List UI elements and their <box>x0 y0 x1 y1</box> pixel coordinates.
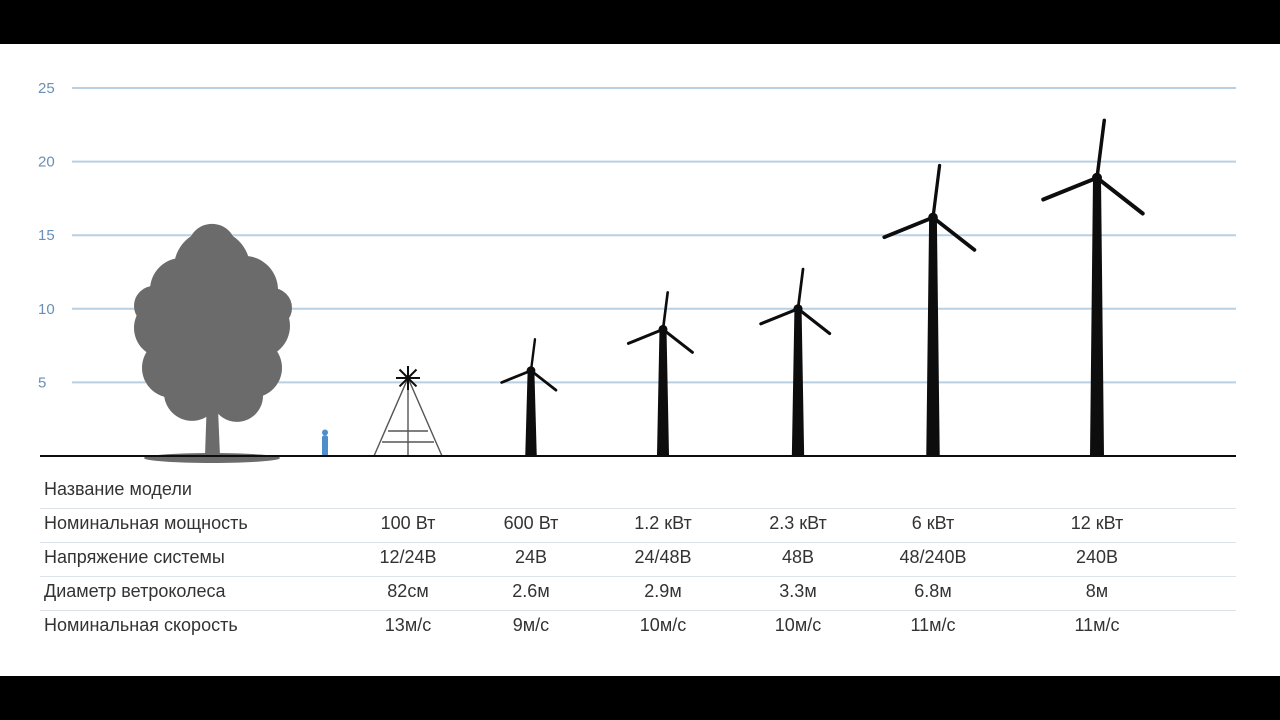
spec-cell-voltage: 240В <box>1075 547 1119 567</box>
spec-row-speed: Номинальная скорость 13м/с 9м/с 10м/с 10м/с 1… <box>0 610 1280 644</box>
row-label: Номинальная скорость <box>44 615 238 635</box>
row-separator <box>40 576 1236 577</box>
tree-foliage <box>252 287 292 328</box>
rotor-blade <box>931 163 942 220</box>
spec-cell-diameter: 8м <box>1085 581 1109 601</box>
spec-cell-voltage: 24/48В <box>634 547 692 567</box>
turbine-silhouettes <box>373 118 1145 457</box>
rotor-blade <box>796 307 832 336</box>
spec-cell-voltage: 48В <box>781 547 815 567</box>
person-head <box>322 429 328 436</box>
spec-cell-power: 12 кВт <box>1070 513 1124 533</box>
tower-pole <box>1090 177 1104 457</box>
turbine-6 <box>1041 118 1145 457</box>
spec-cell-diameter: 2.9м <box>644 581 682 601</box>
rotor-blade <box>796 267 805 311</box>
rotor-blade <box>882 215 935 240</box>
turbine-1 <box>373 365 443 457</box>
turbine-2 <box>500 338 558 456</box>
spec-cell-speed: 9м/с <box>512 615 550 635</box>
turbine-3 <box>626 291 694 456</box>
rotor-blade <box>1041 175 1099 202</box>
rotor-blade <box>529 338 537 372</box>
spec-cell-power: 6 кВт <box>911 513 955 533</box>
spec-cell-voltage: 48/240В <box>899 547 967 567</box>
spec-cell-power: 2.3 кВт <box>769 513 827 533</box>
spec-cell-speed: 11м/с <box>1074 615 1120 635</box>
row-separator <box>40 610 1236 611</box>
row-separator <box>40 542 1236 543</box>
tree-foliage <box>164 364 220 421</box>
y-tick-label: 25 <box>38 80 55 97</box>
y-tick-label: 5 <box>38 374 46 391</box>
rotor-hub <box>526 366 536 376</box>
spec-cell-voltage: 24В <box>514 547 548 567</box>
turbine-5 <box>882 163 977 456</box>
person-silhouette <box>322 429 328 456</box>
tower-pole <box>926 217 940 456</box>
tower-pole <box>791 308 805 456</box>
y-tick-label: 10 <box>38 301 55 318</box>
spec-cell-speed: 10м/с <box>774 615 822 635</box>
rotor-blade <box>398 368 409 379</box>
person-body <box>322 435 328 456</box>
turbine-height-chart: 5 10 15 20 25 <box>38 80 1236 463</box>
spec-row-diameter: Диаметр ветроколеса 82см 2.6м 2.9м 3.3м 6.8м 8… <box>0 576 1280 610</box>
row-label: Напряжение системы <box>44 547 225 567</box>
spec-row-voltage: Напряжение системы 12/24В 24В 24/48В 48В 48/2… <box>0 542 1280 576</box>
rotor-blade <box>759 307 800 326</box>
spec-cell-power: 600 Вт <box>503 513 559 533</box>
rotor-blade <box>661 327 694 354</box>
spec-table: Название модели Номинальная мощность 100 В… <box>0 44 1280 676</box>
rotor-hub <box>1092 172 1102 183</box>
rotor-hub <box>793 304 803 314</box>
y-tick-label: 20 <box>38 154 55 171</box>
rotor-blade <box>1095 175 1145 216</box>
spec-cell-speed: 13м/с <box>384 615 432 635</box>
tower-pole <box>525 370 537 456</box>
row-label: Диаметр ветроколеса <box>44 581 226 601</box>
y-tick-label: 15 <box>38 227 55 244</box>
spec-cell-speed: 10м/с <box>639 615 687 635</box>
spec-row-power: Номинальная мощность 100 Вт 600 Вт 1.2 кВт 2… <box>0 508 1280 542</box>
y-axis-tick-labels: 5 10 15 20 25 <box>38 80 55 391</box>
rotor-blade <box>529 369 558 392</box>
chart-panel: 5 10 15 20 25 Название модели Номинальная мощ… <box>0 44 1280 676</box>
rotor-blade <box>1095 118 1107 180</box>
rotor-hub <box>928 212 938 223</box>
rotor-blade <box>407 377 418 388</box>
row-label: Название модели <box>44 479 192 499</box>
tree-foliage <box>188 223 236 272</box>
rotor-hub <box>658 324 668 334</box>
turbine-4 <box>759 267 832 456</box>
rotor-blade <box>661 291 669 331</box>
row-label: Номинальная мощность <box>44 513 248 533</box>
rotor-blade <box>407 368 418 379</box>
spec-cell-speed: 11м/с <box>910 615 956 635</box>
tree-foliage <box>134 285 174 326</box>
spec-cell-diameter: 3.3м <box>779 581 817 601</box>
rotor-blade <box>500 369 533 384</box>
spec-cell-diameter: 82см <box>387 581 429 601</box>
spec-cell-diameter: 2.6м <box>512 581 550 601</box>
tower-pole <box>656 329 670 456</box>
rotor-blade <box>398 377 409 388</box>
rotor-blade <box>626 327 665 345</box>
spec-cell-voltage: 12/24В <box>379 547 437 567</box>
tree-foliage <box>211 369 263 422</box>
lattice-tower <box>373 377 443 457</box>
row-separator <box>40 508 1236 509</box>
spec-cell-power: 1.2 кВт <box>634 513 692 533</box>
spec-cell-diameter: 6.8м <box>914 581 952 601</box>
spec-row-name: Название модели <box>0 474 1280 508</box>
spec-cell-power: 100 Вт <box>380 513 436 533</box>
rotor-blade <box>931 215 977 252</box>
